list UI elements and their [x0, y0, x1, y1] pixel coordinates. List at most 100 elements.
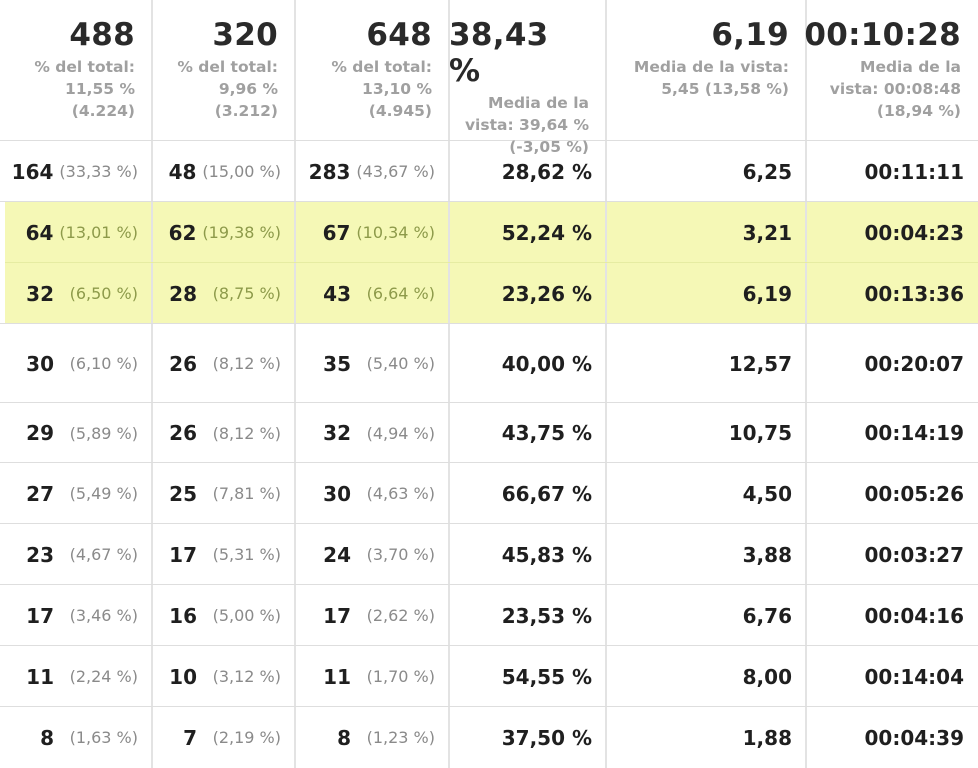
cell-value: 10,75 [728, 421, 792, 445]
table-cell-users: 27 (5,49 %) [0, 463, 152, 524]
table-cell-sessions: 17 (2,62 %) [295, 585, 449, 646]
cell-percentage: (4,63 %) [366, 484, 435, 503]
table-cell-bounce-rate: 54,55 % [449, 646, 606, 707]
table-cell-sessions: 43 (6,64 %) [295, 263, 449, 324]
cell-value: 00:14:19 [864, 421, 965, 445]
cell-value: 00:14:04 [864, 664, 965, 689]
table-cell-avg-duration: 00:04:23 [806, 202, 978, 263]
cell-value: 52,24 % [501, 220, 592, 245]
header-metric-1[interactable]: 488 % del total: 11,55 % (4.224) [0, 0, 152, 141]
table-cell-users: 32 (6,50 %) [0, 263, 152, 324]
cell-percentage: (8,75 %) [212, 284, 281, 303]
header-metric-2[interactable]: 320 % del total: 9,96 % (3.212) [152, 0, 295, 141]
cell-value: 6,25 [742, 159, 792, 184]
table-cell-bounce-rate: 43,75 % [449, 403, 606, 463]
row-divider [5, 262, 978, 263]
header-metric-4[interactable]: 38,43 % Media de la vista: 39,64 % (-3,05 %… [449, 0, 606, 156]
table-cell-new-users: 17 (5,31 %) [152, 524, 295, 585]
metric-total: 320 [212, 17, 278, 53]
row-divider [0, 402, 978, 403]
comparison-line: 5,45 (13,58 %) [661, 80, 789, 98]
cell-value: 6,19 [742, 281, 792, 306]
row-divider [0, 462, 978, 463]
cell-percentage: (4,67 %) [69, 545, 138, 564]
cell-value: 54,55 % [501, 664, 592, 689]
table-cell-avg-duration: 00:05:26 [806, 463, 978, 524]
table-cell-users: 30 (6,10 %) [0, 324, 152, 403]
cell-percentage: (6,10 %) [69, 354, 138, 373]
cell-percentage: (3,46 %) [69, 606, 138, 625]
column-divider [294, 0, 296, 768]
table-cell-new-users: 62 (19,38 %) [152, 202, 295, 263]
comparison-line: Media de la [488, 94, 589, 112]
header-metric-6[interactable]: 00:10:28 Media de la vista: 00:08:48 (18,94… [804, 0, 978, 141]
cell-percentage: (1,63 %) [69, 728, 138, 747]
table-cell-sessions: 283 (43,67 %) [295, 141, 449, 202]
cell-value: 37,50 % [501, 725, 592, 750]
cell-value: 66,67 % [501, 481, 592, 506]
cell-value: 23,26 % [501, 281, 592, 306]
row-divider [0, 645, 978, 646]
row-divider [0, 140, 978, 141]
cell-percentage: (13,01 %) [59, 223, 138, 242]
cell-value: 28,62 % [501, 159, 592, 184]
cell-percentage: (3,70 %) [366, 545, 435, 564]
metric-comparison: Media de la vista: 39,64 % (-3,05 %) [465, 92, 589, 158]
cell-percentage: (5,40 %) [366, 354, 435, 373]
cell-value: 26 [169, 351, 197, 376]
cell-percentage: (2,62 %) [366, 606, 435, 625]
cell-value: 17 [323, 603, 351, 628]
table-cell-sessions: 35 (5,40 %) [295, 324, 449, 403]
table-cell-bounce-rate: 28,62 % [449, 141, 606, 202]
table-cell-users: 17 (3,46 %) [0, 585, 152, 646]
cell-percentage: (5,49 %) [69, 484, 138, 503]
table-cell-avg-duration: 00:14:19 [806, 403, 978, 463]
comparison-line: 11,55 % [65, 80, 135, 98]
cell-value: 67 [322, 220, 351, 245]
table-cell-users: 64 (13,01 %) [0, 202, 152, 263]
column-divider [151, 0, 153, 768]
table-cell-pages-per-session: 6,76 [606, 585, 806, 646]
table-cell-pages-per-session: 4,50 [606, 463, 806, 524]
comparison-line: Media de la vista: [633, 58, 789, 76]
metric-total: 648 [366, 17, 432, 53]
table-cell-new-users: 25 (7,81 %) [152, 463, 295, 524]
cell-value: 26 [169, 421, 197, 445]
table-cell-pages-per-session: 6,25 [606, 141, 806, 202]
cell-percentage: (8,12 %) [212, 423, 281, 443]
table-cell-bounce-rate: 66,67 % [449, 463, 606, 524]
row-divider [0, 523, 978, 524]
cell-value: 23 [26, 542, 54, 567]
header-metric-3[interactable]: 648 % del total: 13,10 % (4.945) [295, 0, 449, 141]
highlight-band [5, 202, 978, 263]
cell-value: 12,57 [728, 351, 792, 376]
cell-percentage: (10,34 %) [356, 223, 435, 242]
table-cell-bounce-rate: 37,50 % [449, 707, 606, 768]
cell-percentage: (2,19 %) [212, 728, 281, 747]
table-cell-sessions: 30 (4,63 %) [295, 463, 449, 524]
cell-value: 00:03:27 [864, 542, 965, 567]
comparison-line: % del total: [177, 58, 278, 76]
cell-value: 43,75 % [501, 421, 592, 445]
comparison-line: % del total: [331, 58, 432, 76]
table-cell-avg-duration: 00:11:11 [806, 141, 978, 202]
table-cell-bounce-rate: 52,24 % [449, 202, 606, 263]
table-cell-bounce-rate: 45,83 % [449, 524, 606, 585]
cell-value: 1,88 [742, 725, 792, 750]
cell-value: 29 [26, 421, 54, 445]
table-cell-pages-per-session: 6,19 [606, 263, 806, 324]
cell-value: 43 [323, 281, 351, 306]
metric-comparison: Media de la vista: 5,45 (13,58 %) [634, 56, 789, 100]
table-cell-avg-duration: 00:20:07 [806, 324, 978, 403]
comparison-line: 13,10 % [362, 80, 432, 98]
table-cell-sessions: 24 (3,70 %) [295, 524, 449, 585]
cell-percentage: (6,64 %) [366, 284, 435, 303]
row-divider [0, 201, 978, 202]
cell-percentage: (2,24 %) [69, 667, 138, 686]
column-divider [605, 0, 607, 768]
comparison-line: % del total: [34, 58, 135, 76]
cell-percentage: (5,31 %) [212, 545, 281, 564]
comparison-line: vista: 39,64 % [464, 116, 589, 134]
table-cell-avg-duration: 00:03:27 [806, 524, 978, 585]
header-metric-5[interactable]: 6,19 Media de la vista: 5,45 (13,58 %) [606, 0, 806, 141]
